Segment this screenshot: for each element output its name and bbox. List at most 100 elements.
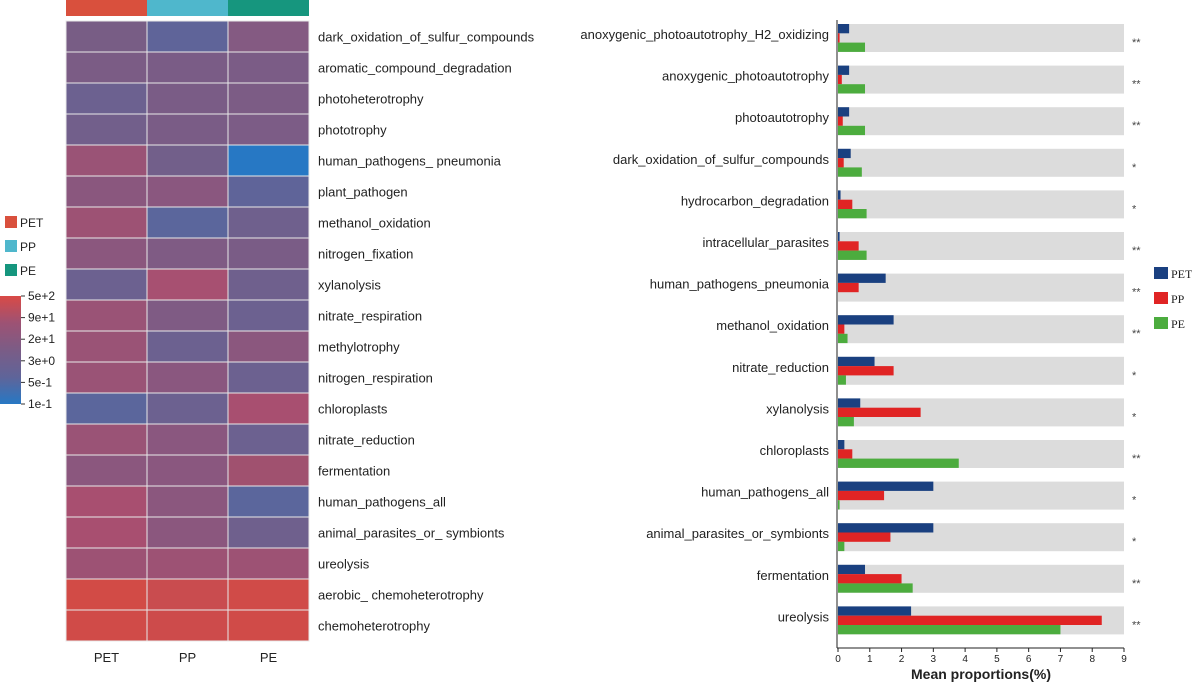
bar-background bbox=[838, 24, 1124, 52]
bar-pp bbox=[838, 366, 894, 376]
heatmap-row-label: aromatic_compound_degradation bbox=[318, 61, 512, 76]
heatmap-column-label: PET bbox=[94, 650, 119, 665]
heatmap-cell bbox=[146, 516, 229, 549]
bar-pet bbox=[838, 148, 851, 159]
group-bar-pe bbox=[228, 0, 309, 16]
bar-category-label: fermentation bbox=[757, 568, 829, 583]
heatmap-cell bbox=[65, 237, 148, 270]
heatmap-cell bbox=[146, 144, 229, 177]
bar-pe bbox=[838, 625, 1061, 635]
color-scale-bar bbox=[0, 296, 21, 404]
heatmap-cell bbox=[146, 51, 229, 84]
x-tick-label: 0 bbox=[835, 654, 841, 665]
heatmap-cell bbox=[227, 609, 310, 642]
heatmap-cell bbox=[65, 206, 148, 239]
bar-pet bbox=[838, 481, 934, 491]
heatmap-cell bbox=[146, 423, 229, 456]
heatmap-row-label: human_pathogens_ pneumonia bbox=[318, 154, 502, 169]
heatmap-cell bbox=[65, 547, 148, 580]
bar-pe bbox=[838, 250, 867, 260]
bar-pet bbox=[838, 65, 850, 75]
heatmap-cell bbox=[146, 330, 229, 363]
bar-pet bbox=[838, 232, 840, 242]
bar-pp bbox=[838, 574, 902, 584]
x-tick-label: 4 bbox=[962, 654, 968, 665]
heatmap-cell bbox=[65, 578, 148, 611]
color-scale-label: 2e+1 bbox=[28, 332, 55, 346]
bar-category-label: hydrocarbon_degradation bbox=[681, 193, 829, 208]
significance-label: ** bbox=[1132, 328, 1141, 340]
heatmap-row-label: plant_pathogen bbox=[318, 185, 408, 200]
heatmap-cell bbox=[227, 485, 310, 518]
heatmap-cell bbox=[227, 51, 310, 84]
heatmap-cell bbox=[65, 51, 148, 84]
heatmap-row-label: dark_oxidation_of_sulfur_compounds bbox=[318, 30, 535, 45]
heatmap-cell bbox=[227, 82, 310, 115]
x-tick-label: 7 bbox=[1058, 654, 1064, 665]
legend-label: PE bbox=[20, 264, 36, 278]
heatmap-cell bbox=[146, 82, 229, 115]
significance-label: ** bbox=[1132, 79, 1141, 91]
bar-category-label: photoautotrophy bbox=[735, 110, 829, 125]
heatmap-cell bbox=[146, 175, 229, 208]
heatmap-cell bbox=[146, 578, 229, 611]
bar-background bbox=[838, 148, 1124, 177]
significance-label: * bbox=[1132, 370, 1137, 382]
bar-category-label: xylanolysis bbox=[766, 401, 829, 416]
bar-pp bbox=[838, 407, 921, 417]
legend-swatch-pp bbox=[1154, 292, 1168, 304]
heatmap-cell bbox=[146, 454, 229, 487]
heatmap-cell bbox=[227, 361, 310, 394]
heatmap-row-label: nitrate_respiration bbox=[318, 309, 422, 324]
bar-pet bbox=[838, 356, 875, 367]
heatmap-cell bbox=[227, 423, 310, 456]
group-bar-pet bbox=[66, 0, 147, 16]
heatmap-cell bbox=[65, 299, 148, 332]
bar-pet bbox=[838, 24, 850, 34]
heatmap-cell bbox=[227, 392, 310, 425]
bar-category-label: anoxygenic_photoautotrophy_H2_oxidizing bbox=[580, 27, 829, 42]
heatmap-cell bbox=[65, 361, 148, 394]
legend-label: PP bbox=[20, 240, 36, 254]
significance-label: * bbox=[1132, 536, 1137, 548]
x-tick-label: 5 bbox=[994, 654, 1000, 665]
legend-label: PET bbox=[1171, 267, 1192, 281]
heatmap-cell bbox=[65, 485, 148, 518]
significance-label: ** bbox=[1132, 453, 1141, 465]
bar-pp bbox=[838, 490, 885, 501]
bar-pe bbox=[838, 167, 862, 177]
significance-label: ** bbox=[1132, 245, 1141, 257]
legend-label: PP bbox=[1171, 292, 1185, 306]
bar-pe bbox=[838, 458, 959, 468]
heatmap-cell bbox=[146, 113, 229, 146]
heatmap-cell bbox=[146, 609, 229, 642]
bar-background bbox=[838, 190, 1124, 219]
heatmap-cell bbox=[65, 454, 148, 487]
bar-category-label: intracellular_parasites bbox=[703, 235, 830, 250]
legend-swatch-pet bbox=[5, 216, 17, 228]
significance-label: * bbox=[1132, 411, 1137, 423]
bar-pp bbox=[838, 116, 843, 126]
significance-label: * bbox=[1132, 162, 1137, 174]
heatmap-cell bbox=[227, 113, 310, 146]
bar-pp bbox=[838, 449, 853, 459]
color-scale-label: 1e-1 bbox=[28, 397, 52, 411]
bar-pe bbox=[838, 541, 845, 552]
bar-category-label: dark_oxidation_of_sulfur_compounds bbox=[613, 152, 830, 167]
heatmap-cell bbox=[65, 82, 148, 115]
heatmap-row-label: ureolysis bbox=[318, 557, 370, 572]
heatmap-cell bbox=[65, 20, 148, 53]
bar-category-label: chloroplasts bbox=[760, 443, 830, 458]
heatmap-cell bbox=[65, 175, 148, 208]
bar-category-label: human_pathogens_pneumonia bbox=[650, 277, 830, 292]
bar-pe bbox=[838, 125, 866, 136]
bar-pet bbox=[838, 273, 886, 283]
heatmap-cell bbox=[146, 361, 229, 394]
heatmap-cell bbox=[65, 144, 148, 177]
heatmap-cell bbox=[227, 20, 310, 53]
legend-label: PET bbox=[20, 216, 44, 230]
bar-pp bbox=[838, 199, 853, 209]
heatmap-row-label: animal_parasites_or_ symbionts bbox=[318, 526, 505, 541]
heatmap-cell bbox=[227, 175, 310, 208]
